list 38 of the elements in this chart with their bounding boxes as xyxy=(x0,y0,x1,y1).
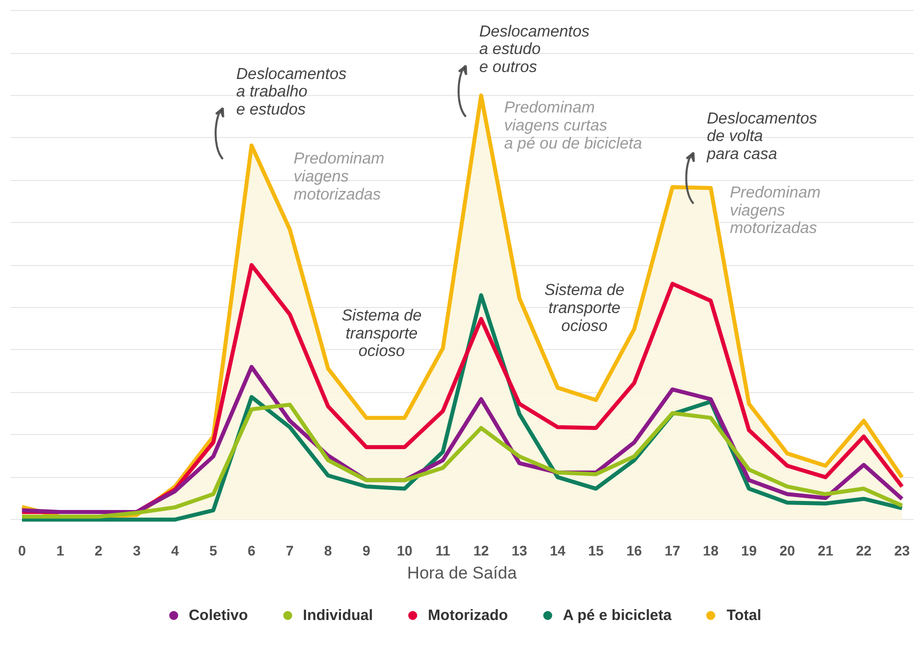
x-tick-label: 12 xyxy=(473,542,490,558)
x-tick-label: 6 xyxy=(248,542,256,558)
annotation: Predominam viagens motorizadas xyxy=(294,150,384,204)
x-tick-label: 10 xyxy=(396,542,413,558)
legend-label: Total xyxy=(726,606,762,624)
x-tick-label: 8 xyxy=(324,542,332,558)
x-tick-label: 22 xyxy=(856,542,872,558)
x-tick-label: 19 xyxy=(741,542,757,558)
x-tick-label: 5 xyxy=(209,542,218,558)
x-tick-label: 17 xyxy=(664,542,680,558)
annotation: Deslocamentos de volta para casa xyxy=(706,110,818,164)
legend-label: A pé e bicicleta xyxy=(562,606,672,624)
annotation: Sistema de transporte ocioso xyxy=(544,282,625,335)
x-tick-label: 9 xyxy=(362,542,370,558)
annotation: Predominam viagens curtas a pé ou de bicicleta xyxy=(504,100,642,152)
x-tick-label: 18 xyxy=(702,542,719,558)
x-tick-label: 11 xyxy=(435,542,450,558)
legend-label: Motorizado xyxy=(428,606,508,624)
x-tick-label: 0 xyxy=(18,542,26,558)
annotation: Deslocamentos a trabalho e estudos xyxy=(236,66,347,118)
x-tick-label: 7 xyxy=(286,542,294,558)
annotation: Predominam viagens motorizadas xyxy=(730,184,821,238)
x-tick-label: 2 xyxy=(94,542,103,558)
x-tick-label: 16 xyxy=(626,542,642,558)
x-tick-label: 15 xyxy=(588,542,604,558)
x-tick-label: 13 xyxy=(512,542,528,558)
x-tick-label: 21 xyxy=(818,542,834,558)
legend-label: Coletivo xyxy=(188,606,248,624)
text: Deslocamentos a estudo e outros xyxy=(479,23,590,76)
x-tick-label: 23 xyxy=(894,542,910,558)
x-tick-label: 14 xyxy=(550,542,566,558)
legend-label: Individual xyxy=(302,606,373,624)
x-tick-label: 4 xyxy=(171,542,180,558)
x-axis-title: Hora de Saída xyxy=(407,564,518,582)
x-tick-label: 3 xyxy=(132,542,141,558)
x-tick-label: 20 xyxy=(779,542,796,558)
annotation: Sistema de transporte ocioso xyxy=(342,308,422,360)
x-tick-label: 1 xyxy=(56,542,64,558)
